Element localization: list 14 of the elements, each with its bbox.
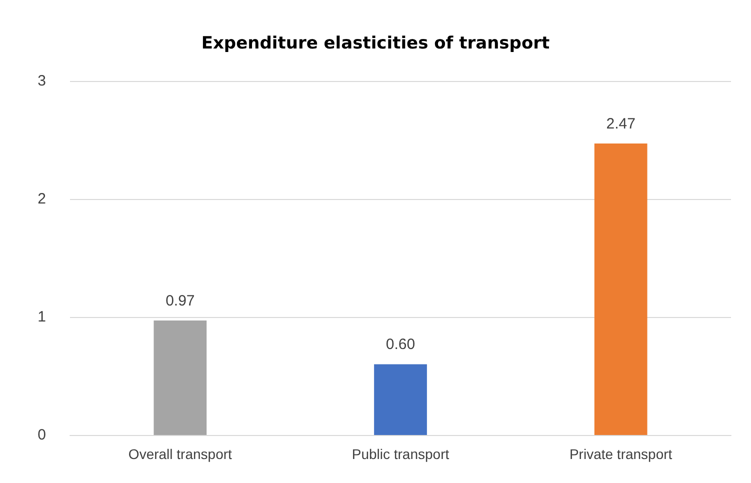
x-tick-label: Private transport bbox=[569, 446, 672, 462]
data-label: 0.97 bbox=[166, 292, 195, 310]
data-label: 0.60 bbox=[386, 336, 416, 354]
bar bbox=[154, 320, 207, 435]
y-tick-label: 2 bbox=[38, 190, 46, 208]
chart-title: Expenditure elasticities of transport bbox=[201, 34, 550, 54]
x-tick-label: Public transport bbox=[352, 446, 450, 462]
y-tick-label: 1 bbox=[38, 308, 46, 326]
y-tick-label: 0 bbox=[38, 426, 46, 444]
y-tick-label: 3 bbox=[38, 72, 46, 90]
x-tick-label: Overall transport bbox=[128, 446, 232, 462]
bar bbox=[374, 364, 427, 435]
data-label: 2.47 bbox=[606, 116, 636, 133]
bar bbox=[594, 144, 648, 435]
